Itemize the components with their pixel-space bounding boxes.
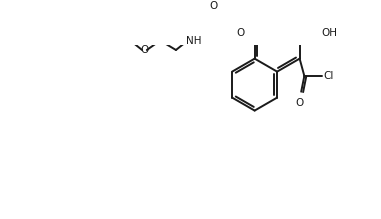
Text: NH: NH [186,35,201,46]
Text: OH: OH [322,28,338,38]
Text: O: O [236,28,245,38]
Text: O: O [140,45,149,55]
Text: O: O [210,1,218,11]
Text: Cl: Cl [323,71,334,81]
Text: O: O [296,98,304,108]
